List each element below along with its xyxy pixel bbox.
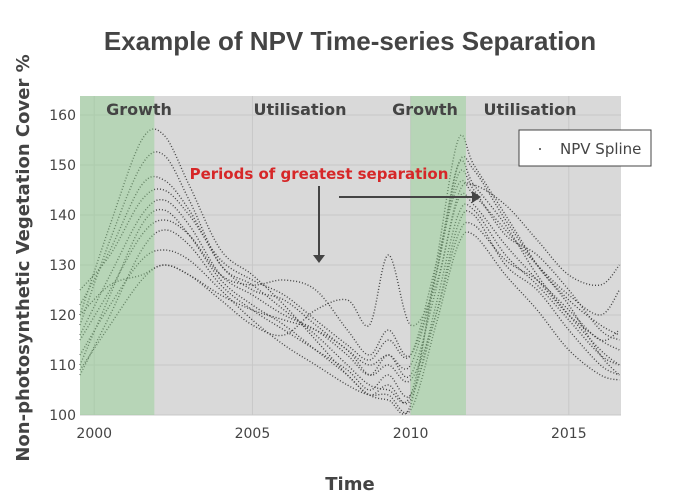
x-tick-label: 2015 xyxy=(551,426,587,442)
annotations: Periods of greatest separation xyxy=(190,165,481,263)
npv-spline-series xyxy=(79,155,620,358)
chart-title: Example of NPV Time-series Separation xyxy=(104,26,596,56)
legend[interactable]: NPV Spline xyxy=(518,129,652,167)
y-tick-label: 120 xyxy=(49,308,76,324)
npv-spline-series xyxy=(79,182,620,337)
growth-region xyxy=(410,96,466,415)
y-tick-label: 150 xyxy=(49,158,76,174)
down-arrow-head xyxy=(313,255,325,263)
phase-label: Growth xyxy=(392,100,458,119)
x-tick-label: 2000 xyxy=(76,426,112,442)
npv-spline-series xyxy=(79,231,620,414)
legend-marker xyxy=(539,148,541,150)
x-axis-label: Time xyxy=(325,474,374,495)
series-lines xyxy=(79,128,621,415)
legend-label[interactable]: NPV Spline xyxy=(560,140,641,158)
phase-label: Growth xyxy=(106,100,172,119)
y-tick-label: 130 xyxy=(49,258,76,274)
npv-spline-series xyxy=(79,221,620,383)
x-tick-label: 2010 xyxy=(393,426,429,442)
phase-regions: Growth Utilisation Growth Utilisation xyxy=(80,96,576,415)
y-tick-label: 160 xyxy=(49,108,76,124)
npv-spline-series xyxy=(79,210,620,398)
phase-label: Utilisation xyxy=(484,100,577,119)
tick-labels: 2000 2005 2010 2015 100 110 120 130 140 150 160 xyxy=(49,108,586,442)
phase-label: Utilisation xyxy=(254,100,347,119)
separation-annotation: Periods of greatest separation xyxy=(190,165,449,183)
legend-box xyxy=(518,129,652,167)
y-tick-label: 100 xyxy=(49,408,76,424)
y-axis-label: Non-photosynthetic Vegetation Cover % xyxy=(13,54,34,461)
npv-spline-series xyxy=(79,151,620,404)
right-arrow-head xyxy=(472,191,481,203)
x-tick-label: 2005 xyxy=(235,426,271,442)
growth-region xyxy=(80,96,155,415)
y-tick-label: 110 xyxy=(49,358,76,374)
y-tick-label: 140 xyxy=(49,208,76,224)
npv-spline-series xyxy=(79,203,620,405)
